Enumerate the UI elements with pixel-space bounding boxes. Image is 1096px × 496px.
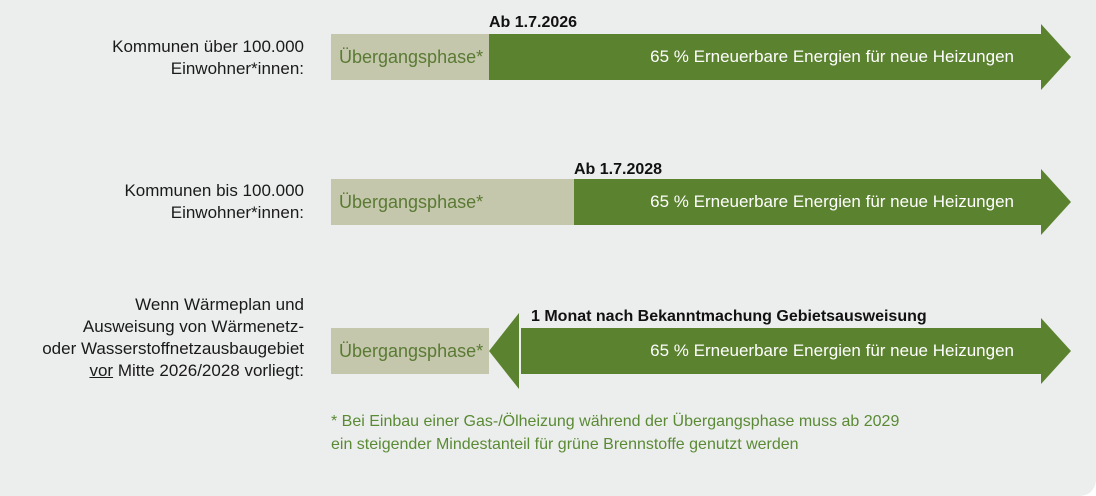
row-1-label-line-1: Kommunen über 100.000 — [112, 37, 304, 56]
row-1-renewable-bar: 65 % Erneuerbare Energien für neue Heizu… — [489, 34, 1042, 80]
footnote: * Bei Einbau einer Gas-/Ölheizung währen… — [331, 410, 1031, 456]
row-3-arrow-right-icon — [1041, 318, 1071, 384]
row-3-label-line-2: Ausweisung von Wärmenetz- — [82, 317, 304, 336]
row-3-label-line-4: vor Mitte 2026/2028 vorliegt: — [4, 360, 304, 382]
footnote-line-2: ein steigender Mindestanteil für grüne B… — [331, 436, 799, 453]
row-3-transition-phase: Übergangsphase* — [331, 328, 489, 374]
row-3-label: Wenn Wärmeplan und Ausweisung von Wärmen… — [4, 294, 304, 382]
row-3-label-underlined-word: vor — [89, 361, 114, 380]
row-3-arrow-left-icon — [489, 313, 519, 389]
row-1-start-date: Ab 1.7.2026 — [489, 14, 578, 31]
row-1-label: Kommunen über 100.000 Einwohner*innen: — [4, 36, 304, 80]
row-3-label-line-3: oder Wasserstoffnetzausbaugebiet — [42, 339, 304, 358]
row-2-label-line-2: Einwohner*innen: — [170, 203, 304, 222]
row-1-arrow-right-icon — [1041, 24, 1071, 90]
row-2-label-line-1: Kommunen bis 100.000 — [124, 181, 304, 200]
footnote-line-1: * Bei Einbau einer Gas-/Ölheizung währen… — [331, 413, 900, 430]
row-1-label-line-2: Einwohner*innen: — [170, 59, 304, 78]
row-3-label-line-1: Wenn Wärmeplan und — [135, 295, 304, 314]
row-2-label: Kommunen bis 100.000 Einwohner*innen: — [4, 180, 304, 224]
row-2-start-date: Ab 1.7.2028 — [574, 161, 663, 178]
row-2-transition-phase: Übergangsphase* — [331, 179, 574, 225]
row-3-start-date: 1 Monat nach Bekanntmachung Gebietsauswe… — [531, 308, 927, 325]
row-2-renewable-bar: 65 % Erneuerbare Energien für neue Heizu… — [574, 179, 1042, 225]
row-3-renewable-bar: 65 % Erneuerbare Energien für neue Heizu… — [521, 328, 1042, 374]
row-3-label-line-4-rest: Mitte 2026/2028 vorliegt: — [113, 361, 304, 380]
row-1-transition-phase: Übergangsphase* — [331, 34, 489, 80]
row-2-arrow-right-icon — [1041, 169, 1071, 235]
